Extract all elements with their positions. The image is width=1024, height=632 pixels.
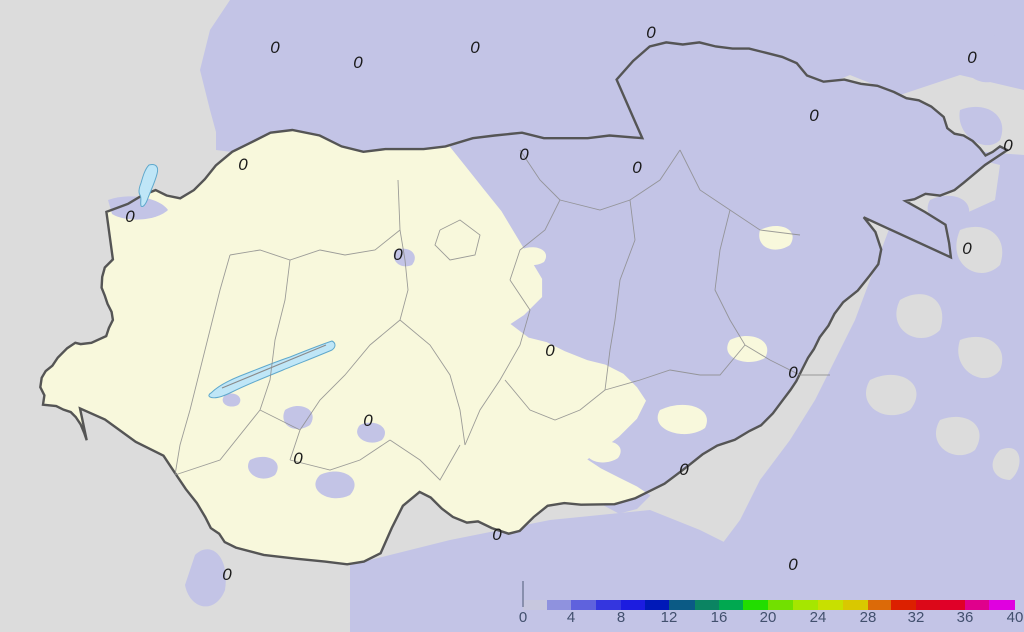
svg-text:40: 40 bbox=[1007, 609, 1024, 626]
svg-text:0: 0 bbox=[679, 460, 689, 479]
svg-text:16: 16 bbox=[711, 609, 728, 626]
svg-text:20: 20 bbox=[760, 609, 777, 626]
svg-text:4: 4 bbox=[567, 609, 575, 626]
svg-text:8: 8 bbox=[617, 609, 625, 626]
svg-text:32: 32 bbox=[908, 609, 925, 626]
svg-text:0: 0 bbox=[353, 53, 363, 72]
svg-text:0: 0 bbox=[470, 38, 480, 57]
svg-text:0: 0 bbox=[967, 48, 977, 67]
svg-text:0: 0 bbox=[238, 155, 248, 174]
svg-text:0: 0 bbox=[545, 341, 555, 360]
svg-text:0: 0 bbox=[363, 411, 373, 430]
svg-text:0: 0 bbox=[519, 145, 529, 164]
svg-text:0: 0 bbox=[962, 239, 972, 258]
svg-text:0: 0 bbox=[1003, 136, 1013, 155]
svg-text:0: 0 bbox=[492, 525, 502, 544]
svg-text:0: 0 bbox=[788, 363, 798, 382]
svg-text:0: 0 bbox=[632, 158, 642, 177]
svg-text:0: 0 bbox=[788, 555, 798, 574]
svg-text:0: 0 bbox=[519, 609, 527, 626]
svg-text:0: 0 bbox=[293, 449, 303, 468]
svg-text:0: 0 bbox=[222, 565, 232, 584]
svg-text:12: 12 bbox=[661, 609, 678, 626]
svg-text:0: 0 bbox=[270, 38, 280, 57]
svg-text:0: 0 bbox=[125, 207, 135, 226]
svg-text:0: 0 bbox=[646, 23, 656, 42]
svg-text:0: 0 bbox=[393, 245, 403, 264]
svg-text:28: 28 bbox=[860, 609, 877, 626]
svg-text:36: 36 bbox=[957, 609, 974, 626]
svg-text:0: 0 bbox=[809, 106, 819, 125]
svg-text:24: 24 bbox=[810, 609, 827, 626]
